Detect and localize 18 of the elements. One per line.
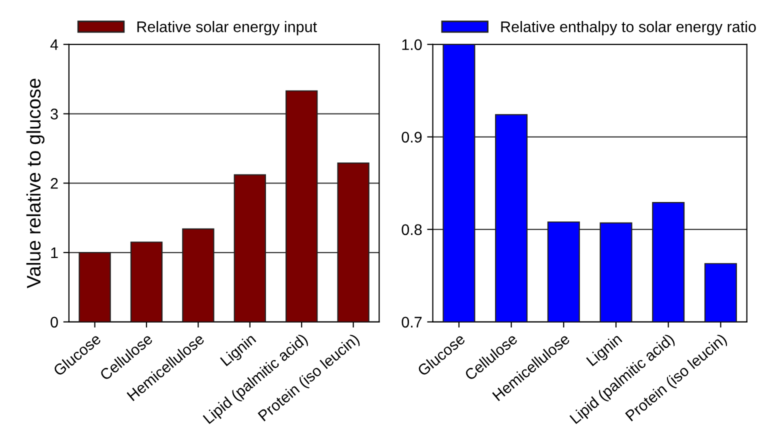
bar xyxy=(337,162,370,322)
bar xyxy=(182,228,214,322)
legend-label: Relative solar energy input xyxy=(137,20,317,36)
y-tick-label: 1 xyxy=(51,248,58,258)
bar xyxy=(130,242,163,322)
bar xyxy=(234,174,266,322)
y-tick-label: 0.7 xyxy=(402,316,422,328)
y-tick-label: 0 xyxy=(50,316,58,328)
bar xyxy=(78,252,111,322)
y-tick-label: 4 xyxy=(50,39,58,50)
bar xyxy=(286,90,318,322)
y-tick-label: 1.0 xyxy=(402,39,422,50)
y-tick-label: 0.8 xyxy=(402,224,422,236)
y-tick-label: 3 xyxy=(50,108,58,120)
y-tick-label: 2 xyxy=(50,178,58,189)
y-axis-title: Value relative to glucose xyxy=(26,78,44,288)
legend-label: Relative enthalpy to solar energy ratio xyxy=(501,20,756,36)
y-tick-label: 0.9 xyxy=(402,132,422,143)
